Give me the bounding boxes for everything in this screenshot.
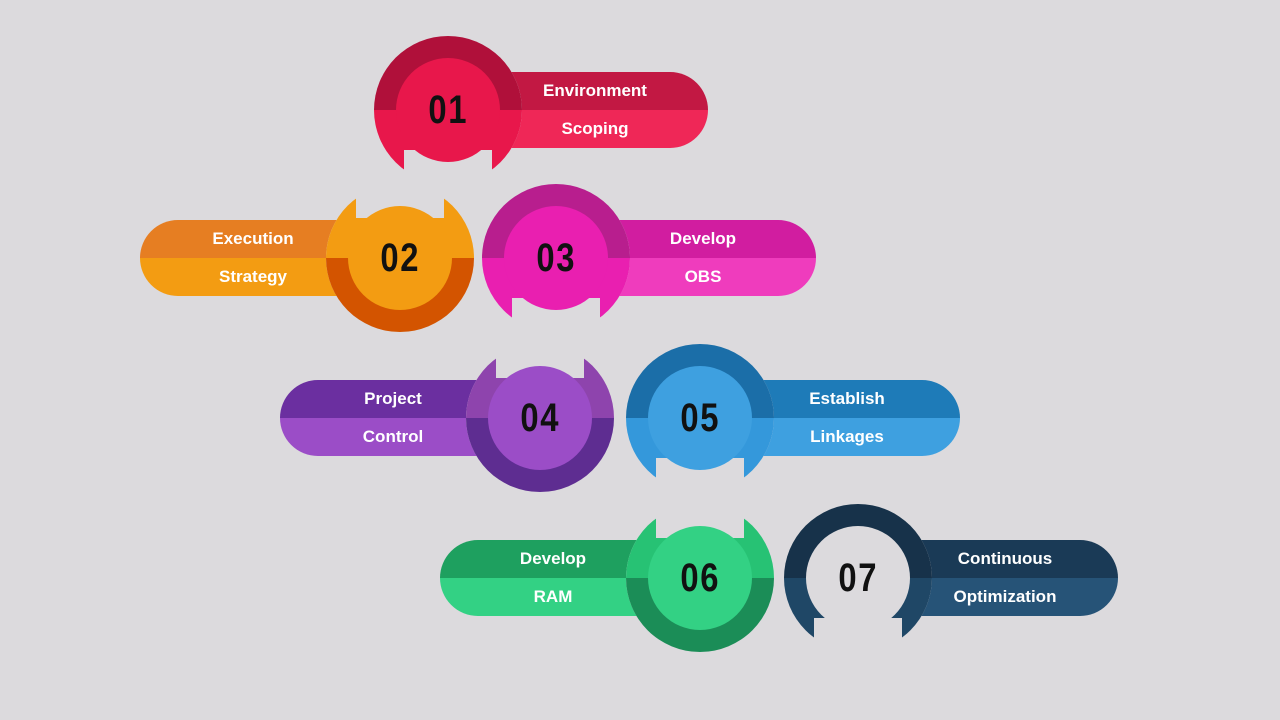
- step-number-circle-03: 03: [504, 206, 608, 310]
- step-number-01: 01: [428, 88, 468, 133]
- step-number-circle-06: 06: [648, 526, 752, 630]
- step-06: DevelopRAM06: [626, 504, 774, 652]
- step-03: DevelopOBS03: [482, 184, 630, 332]
- step-number-circle-02: 02: [348, 206, 452, 310]
- step-number-circle-01: 01: [396, 58, 500, 162]
- step-01: EnvironmentScoping01: [374, 36, 522, 184]
- step-07: ContinuousOptimization07: [784, 504, 932, 652]
- step-number-03: 03: [536, 236, 576, 281]
- step-05: EstablishLinkages05: [626, 344, 774, 492]
- step-number-02: 02: [380, 236, 420, 281]
- step-number-07: 07: [838, 556, 878, 601]
- step-number-circle-05: 05: [648, 366, 752, 470]
- step-number-06: 06: [680, 556, 720, 601]
- step-04: ProjectControl04: [466, 344, 614, 492]
- step-number-05: 05: [680, 396, 720, 441]
- step-number-circle-04: 04: [488, 366, 592, 470]
- infographic-stage: EnvironmentScoping01ExecutionStrategy02D…: [0, 0, 1280, 720]
- step-02: ExecutionStrategy02: [326, 184, 474, 332]
- step-number-04: 04: [520, 396, 560, 441]
- step-number-circle-07: 07: [806, 526, 910, 630]
